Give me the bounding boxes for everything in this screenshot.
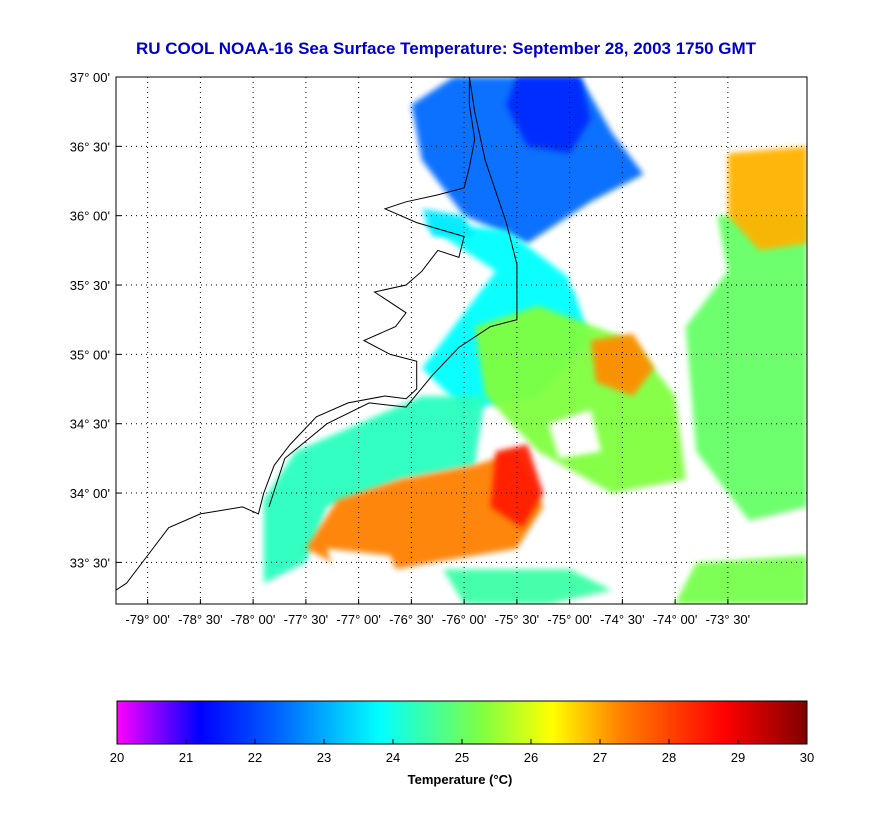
lat-tick-label: 35° 30' bbox=[70, 278, 110, 293]
lon-tick-label: -79° 00' bbox=[125, 612, 170, 627]
lat-tick-label: 34° 30' bbox=[70, 417, 110, 432]
lon-tick-label: -74° 30' bbox=[600, 612, 645, 627]
sst-layer bbox=[263, 77, 807, 604]
colorbar-tick-label: 26 bbox=[524, 750, 538, 765]
colorbar-tick-label: 27 bbox=[593, 750, 607, 765]
colorbar-tick-label: 20 bbox=[110, 750, 124, 765]
lat-tick-label: 33° 30' bbox=[70, 555, 110, 570]
latitude-labels: 37° 00' 36° 30' 36° 00' 35° 30' 35° 00' 34° 3… bbox=[70, 70, 110, 570]
map-plot-area bbox=[115, 76, 808, 605]
sst-region-mid-orange-patch bbox=[590, 333, 654, 396]
lon-tick-label: -75° 30' bbox=[495, 612, 540, 627]
sst-region-east-green bbox=[685, 215, 807, 521]
sst-region-gulf-stream-red bbox=[490, 444, 544, 528]
colorbar: 20 21 22 23 24 25 26 27 28 29 30 Temperature (°C) bbox=[110, 700, 814, 787]
cloud-gap bbox=[643, 500, 739, 556]
lon-tick-label: -73° 30' bbox=[706, 612, 751, 627]
colorbar-tick-label: 22 bbox=[248, 750, 262, 765]
sst-region-gulf-stream-orange bbox=[305, 451, 544, 577]
lat-tick-label: 36° 30' bbox=[70, 139, 110, 154]
lon-tick-label: -77° 30' bbox=[284, 612, 329, 627]
coastline-outer-banks bbox=[268, 77, 518, 508]
cloud-gap bbox=[569, 236, 697, 306]
lon-tick-label: -76° 00' bbox=[442, 612, 487, 627]
lat-tick-label: 35° 00' bbox=[70, 347, 110, 362]
colorbar-tick-label: 28 bbox=[662, 750, 676, 765]
lon-tick-label: -78° 00' bbox=[231, 612, 276, 627]
colorbar-tick-label: 24 bbox=[386, 750, 400, 765]
cloud-gap bbox=[327, 548, 401, 591]
colorbar-tick-label: 21 bbox=[179, 750, 193, 765]
lon-tick-label: -78° 30' bbox=[178, 612, 223, 627]
lon-tick-label: -75° 00' bbox=[547, 612, 592, 627]
sst-region-east-orange bbox=[727, 146, 807, 251]
lat-tick-label: 37° 00' bbox=[70, 70, 110, 85]
sst-region-north-deep-blue bbox=[506, 77, 591, 154]
colorbar-tick-label: 29 bbox=[731, 750, 745, 765]
colorbar-title: Temperature (°C) bbox=[408, 772, 513, 787]
map-frame bbox=[115, 76, 808, 605]
colorbar-tick-label: 30 bbox=[800, 750, 814, 765]
sst-region-onslow-cyan bbox=[263, 396, 486, 584]
cloud-gap bbox=[548, 409, 602, 459]
lat-tick-label: 34° 00' bbox=[70, 486, 110, 501]
lat-tick-label: 36° 00' bbox=[70, 209, 110, 224]
colorbar-tick-label: 25 bbox=[455, 750, 469, 765]
colorbar-fill bbox=[116, 700, 808, 745]
sst-region-southeast-green bbox=[675, 555, 807, 604]
coastline bbox=[116, 77, 518, 591]
colorbar-ticks: 20 21 22 23 24 25 26 27 28 29 30 bbox=[110, 739, 814, 765]
coastline-mainland bbox=[116, 77, 476, 591]
lon-tick-label: -76° 30' bbox=[389, 612, 434, 627]
longitude-labels: -79° 00' -78° 30' -78° 00' -77° 30' -77° 00'… bbox=[125, 612, 750, 627]
lon-tick-label: -74° 00' bbox=[653, 612, 698, 627]
map-title: RU COOL NOAA-16 Sea Surface Temperature:… bbox=[135, 39, 757, 58]
colorbar-tick-label: 23 bbox=[317, 750, 331, 765]
lon-tick-label: -77° 00' bbox=[336, 612, 381, 627]
lat-lon-grid bbox=[116, 76, 807, 604]
